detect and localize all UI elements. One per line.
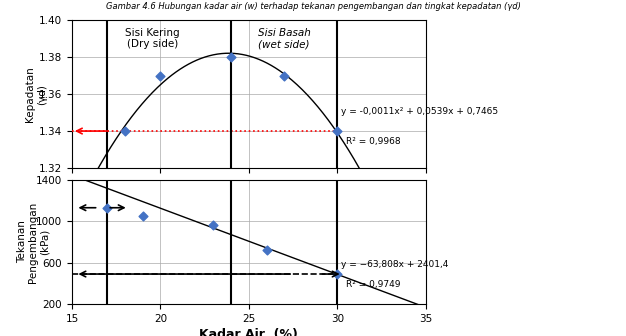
Text: Sisi Kering
(Dry side): Sisi Kering (Dry side) <box>125 28 180 49</box>
Point <box>279 73 289 78</box>
Y-axis label: Kepadatan
(γd): Kepadatan (γd) <box>26 66 47 122</box>
Point <box>332 271 342 277</box>
Point <box>208 223 218 228</box>
Point <box>226 54 236 60</box>
Text: R² = 0,9749: R² = 0,9749 <box>346 280 401 289</box>
Point <box>120 128 130 134</box>
Text: Sisi Basah
(wet side): Sisi Basah (wet side) <box>258 28 310 49</box>
Text: R² = 0,9968: R² = 0,9968 <box>346 136 401 145</box>
Text: Gambar 4.6 Hubungan kadar air (w) terhadap tekanan pengembangan dan tingkat kepa: Gambar 4.6 Hubungan kadar air (w) terhad… <box>106 2 520 11</box>
Text: y = -0,0011x² + 0,0539x + 0,7465: y = -0,0011x² + 0,0539x + 0,7465 <box>341 107 498 116</box>
Point <box>138 213 148 219</box>
Y-axis label: Tekanan
Pengembangan
(kPa): Tekanan Pengembangan (kPa) <box>17 201 50 283</box>
X-axis label: Kadar Air  (%): Kadar Air (%) <box>200 328 298 336</box>
Text: y = −63,808x + 2401,4: y = −63,808x + 2401,4 <box>341 260 448 269</box>
Point <box>262 248 272 253</box>
Point <box>332 128 342 134</box>
Point <box>103 205 113 210</box>
Point <box>155 73 165 78</box>
